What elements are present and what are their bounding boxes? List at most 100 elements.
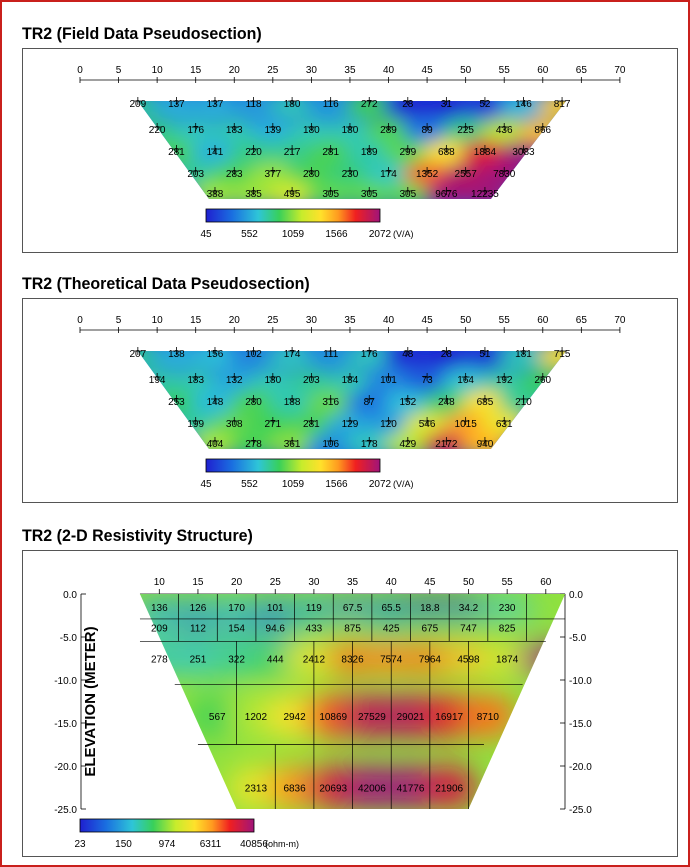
colorbar-unit: (V/A) [393,229,414,239]
data-label: 34.2 [459,603,479,614]
data-label: 174 [380,169,397,180]
resistivity-cell [208,598,265,615]
data-label: 2942 [283,712,306,723]
x-tick-label: 5 [116,315,122,326]
panel-theoretical: 0 5 10 15 20 25 30 35 40 45 50 55 60 65 70 207 138 156 102… [22,298,678,503]
data-label: 230 [342,169,359,180]
y-tick-label-right: 0.0 [569,590,583,601]
data-label: 119 [306,603,322,614]
resistivity-cell [169,598,226,615]
x-tick-label: 65 [576,315,588,326]
x-tick-label: 10 [152,65,164,76]
data-label: 28 [402,99,414,110]
data-label: 248 [438,397,455,408]
x-tick-label: 15 [192,577,204,588]
data-label: 137 [207,99,224,110]
x-tick-label: 0 [77,65,83,76]
x-tick-label: 5 [116,65,122,76]
data-label: 7830 [493,169,516,180]
data-label: 73 [422,375,434,386]
x-tick-label: 40 [383,315,395,326]
data-label: 146 [515,99,532,110]
data-label: 176 [187,125,204,136]
data-label: 120 [380,419,397,430]
y-tick-label: -25.0 [54,805,77,816]
resistivity-cell [247,642,304,675]
data-label: 305 [322,189,339,200]
x-tick-label: 50 [460,65,472,76]
resistivity-cell [440,598,497,615]
data-label: 102 [245,349,262,360]
data-label: 10869 [319,712,347,723]
data-label: 281 [168,147,185,158]
x-tick-label: 35 [347,577,359,588]
resistivity-cell [169,619,226,636]
resistivity-cell [169,642,226,675]
data-label: 253 [168,397,185,408]
block-grid [139,594,566,809]
data-label: 207 [130,349,147,360]
resistivity-cell [479,642,536,675]
data-label: 41776 [397,784,425,795]
data-label: 27529 [358,712,386,723]
data-label: 29021 [397,712,425,723]
x-tick-label: 70 [614,315,626,326]
x-tick-label: 40 [383,65,395,76]
x-axis: 10 15 20 25 30 35 40 45 50 55 60 [139,577,566,595]
x-tick-label: 35 [344,315,356,326]
data-label: 272 [361,99,378,110]
data-label: 112 [190,624,206,635]
colorbar: 45 552 1059 1566 2072 (V/A) [200,458,414,490]
field-cell [137,351,162,368]
data-label: 129 [342,419,359,430]
x-tick-label: 10 [152,315,164,326]
data-label: 180 [342,125,359,136]
panel-resistivity: 10 15 20 25 30 35 40 45 50 55 60 0.0 0.0 -5.0 -5.0 -10.… [22,550,678,857]
resistivity-cell [459,694,516,739]
resistivity-cell [266,694,323,739]
x-tick-label: 40 [386,577,398,588]
y-axis-label: ELEVATION (METER) [82,626,99,776]
resistivity-cell [343,694,400,739]
x-tick-label: 25 [270,577,282,588]
y-tick-label-right: -25.0 [569,805,592,816]
data-label: 3083 [512,147,535,158]
x-axis: 0 5 10 15 20 25 30 35 40 45 50 55 60 65 70 [77,315,626,333]
x-tick-label: 60 [537,65,549,76]
data-label: 546 [419,419,436,430]
data-label: 4598 [457,655,480,666]
data-label: 139 [264,125,281,136]
data-label: 132 [226,375,243,386]
x-tick-label: 70 [614,65,626,76]
data-label: 361 [284,439,301,450]
data-label: 7574 [380,655,403,666]
data-label: 685 [477,397,494,408]
data-label: 271 [264,419,281,430]
field-cell [137,101,162,118]
x-tick-label: 50 [460,315,472,326]
data-label: 118 [246,99,262,110]
colorbar-tick-label: 6311 [200,839,222,850]
x-tick-label: 20 [229,315,241,326]
x-tick-label: 10 [154,577,166,588]
data-label: 183 [226,125,243,136]
resistivity-cell [363,598,420,615]
colorbar-tick-label: 45 [200,479,212,490]
y-tick-label: -20.0 [54,762,77,773]
data-label: 180 [284,99,301,110]
chart-title-theoretical: TR2 (Theoretical Data Pseudosection) [22,274,310,293]
resistivity-cell [421,765,478,809]
colorbar-tick-label: 1059 [282,229,305,240]
data-label: 89 [422,125,434,136]
data-label: 2412 [303,655,326,666]
colorbar-tick-label: 1059 [282,479,305,490]
data-label: 48 [402,349,414,360]
colorbar-tick-label: 45 [200,229,212,240]
resistivity-cell [305,694,362,739]
resistivity-cell [305,765,362,809]
resistivity-cell [189,694,246,739]
colorbar-tick-label: 2072 [369,229,392,240]
data-label: 217 [284,147,301,158]
